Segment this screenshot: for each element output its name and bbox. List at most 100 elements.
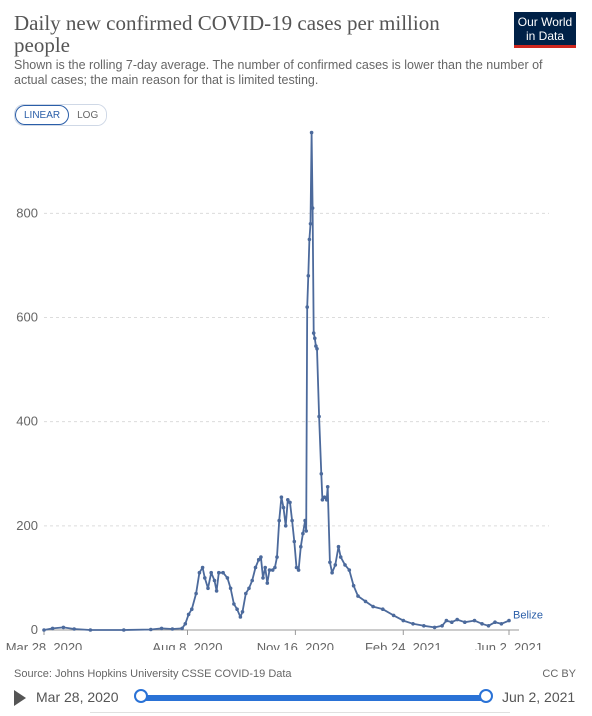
linear-scale-button[interactable]: LINEAR: [15, 105, 70, 125]
data-point: [200, 565, 205, 570]
data-point: [310, 206, 315, 210]
data-point: [296, 568, 301, 572]
data-point: [250, 578, 254, 583]
license-link[interactable]: CC BY: [542, 668, 576, 680]
data-point: [238, 615, 243, 619]
data-point: [493, 620, 497, 624]
data-point: [343, 563, 347, 567]
data-point: [206, 586, 210, 591]
data-point: [267, 568, 272, 572]
data-point: [317, 414, 321, 419]
x-tick-label: Nov 16, 2020: [257, 640, 334, 650]
data-point: [308, 222, 313, 226]
data-point: [212, 578, 217, 583]
log-scale-button[interactable]: LOG: [69, 105, 107, 125]
data-point: [290, 518, 294, 523]
data-point: [186, 612, 191, 617]
owid-logo[interactable]: Our World in Data: [514, 12, 576, 48]
data-point: [315, 347, 319, 351]
data-point: [472, 618, 477, 623]
data-point: [507, 618, 511, 623]
data-point: [322, 495, 327, 500]
data-point: [338, 555, 343, 559]
data-point: [88, 628, 93, 632]
data-point: [347, 568, 352, 572]
data-point: [253, 565, 258, 570]
data-point: [311, 331, 316, 335]
data-point: [292, 539, 297, 544]
data-point: [240, 610, 245, 614]
data-point: [286, 498, 290, 502]
data-point: [247, 586, 251, 591]
data-point: [325, 485, 330, 489]
data-point: [209, 570, 213, 575]
logo-accent-bar: [514, 45, 576, 48]
data-point: [499, 622, 504, 626]
timeline-end-handle[interactable]: [479, 689, 493, 703]
timeline-start-label: Mar 28, 2020: [36, 689, 119, 705]
series-line-belize: [43, 131, 510, 631]
data-point: [305, 305, 310, 309]
data-point: [294, 565, 299, 570]
data-point: [180, 626, 184, 631]
data-point: [225, 576, 230, 580]
data-point: [320, 498, 325, 502]
data-point: [328, 560, 332, 565]
timeline-track[interactable]: [140, 695, 486, 701]
data-point: [363, 599, 368, 604]
data-point: [197, 570, 202, 575]
data-point: [61, 625, 66, 630]
y-tick-label: 800: [16, 205, 38, 220]
y-tick-label: 200: [16, 518, 38, 533]
line-chart: 0 200 400 600 800 Mar 28, 2020 Aug 8, 2020 Nov …: [6, 130, 549, 650]
data-point: [273, 565, 277, 570]
data-point: [170, 627, 175, 631]
data-point: [221, 570, 225, 575]
y-tick-label: 400: [16, 414, 38, 429]
x-tick-label: Feb 24, 2021: [365, 640, 442, 650]
series-label-belize: Belize: [513, 610, 543, 622]
data-point: [159, 626, 164, 631]
data-point: [381, 607, 385, 611]
data-point: [432, 625, 437, 630]
data-point: [281, 505, 286, 510]
y-tick-label: 0: [31, 622, 38, 637]
data-point: [149, 627, 153, 632]
data-point: [309, 130, 314, 135]
data-point: [244, 591, 248, 596]
data-point: [203, 576, 207, 580]
x-tick-label: Mar 28, 2020: [6, 640, 83, 650]
scale-toggle: LINEAR LOG: [14, 104, 108, 126]
data-point: [440, 624, 444, 628]
source-note: Source: Johns Hopkins University CSSE CO…: [14, 668, 292, 680]
data-point: [351, 583, 356, 588]
data-point: [275, 555, 279, 559]
data-point: [486, 624, 491, 628]
data-point: [307, 237, 312, 242]
data-point: [422, 624, 426, 628]
data-point: [336, 544, 341, 549]
data-point: [277, 518, 282, 523]
data-point: [283, 524, 288, 528]
data-point: [391, 613, 396, 618]
data-point: [190, 607, 194, 611]
data-point: [194, 591, 198, 596]
data-point: [301, 531, 305, 536]
data-point: [306, 274, 311, 278]
play-icon[interactable]: [14, 690, 26, 706]
data-point: [256, 557, 261, 562]
data-point: [72, 627, 76, 631]
data-point: [303, 518, 307, 523]
data-point: [480, 622, 484, 626]
data-point: [42, 628, 46, 632]
data-point: [232, 602, 236, 606]
x-tick-label: Aug 8, 2020: [152, 640, 222, 650]
data-point: [235, 607, 239, 611]
data-point: [411, 622, 415, 626]
timeline: Mar 28, 2020 Jun 2, 2021: [0, 686, 592, 712]
timeline-start-handle[interactable]: [134, 689, 148, 703]
logo-line-1: Our World: [517, 15, 573, 29]
data-point: [444, 618, 449, 623]
data-point: [330, 570, 334, 575]
data-point: [122, 628, 126, 632]
